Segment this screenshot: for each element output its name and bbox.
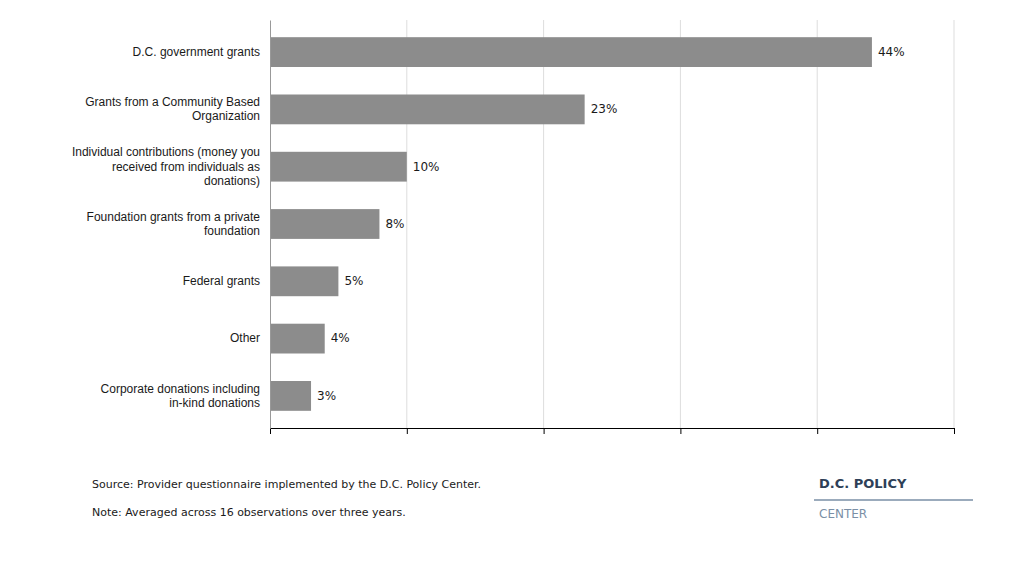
bars	[270, 37, 872, 411]
grid-line	[817, 20, 818, 428]
y-tick-label: Corporate donations includingin-kind don…	[101, 382, 260, 410]
y-tick-label: Individual contributions (money yourecei…	[72, 145, 260, 188]
bar	[270, 152, 407, 182]
x-tick-mark	[407, 428, 408, 434]
data-label: 23%	[591, 102, 618, 116]
data-label: 10%	[413, 160, 440, 174]
x-tick	[407, 428, 408, 434]
bar	[270, 266, 338, 296]
bar	[270, 37, 872, 67]
annotations: Source: Provider questionnaire implement…	[92, 476, 973, 521]
annotation: D.C. POLICY	[819, 476, 907, 491]
y-tick-label: Federal grants	[183, 274, 260, 288]
x-axis-line	[271, 429, 955, 435]
y-tick: Individual contributions (money yourecei…	[72, 145, 270, 188]
data-label: 5%	[344, 274, 363, 288]
grid	[407, 20, 954, 428]
x-axis	[271, 428, 955, 434]
annotation: Note: Averaged across 16 observations ov…	[92, 506, 406, 519]
y-tick: Federal grants	[183, 274, 270, 288]
x-tick	[954, 428, 955, 434]
y-axis: Corporate donations includingin-kind don…	[72, 21, 271, 429]
x-tick	[680, 428, 681, 434]
grid-line	[680, 20, 681, 428]
bar	[270, 94, 585, 124]
chart: Corporate donations includingin-kind don…	[0, 0, 1024, 563]
y-tick: Foundation grants from a privatefoundati…	[87, 210, 270, 238]
annotation: Source: Provider questionnaire implement…	[92, 478, 481, 491]
logo-rule	[814, 499, 973, 501]
grid-line	[406, 20, 407, 428]
data-label: 4%	[331, 331, 350, 345]
y-tick: Grants from a Community BasedOrganizatio…	[85, 95, 270, 123]
data-label: 44%	[878, 45, 905, 59]
y-tick-label: Grants from a Community BasedOrganizatio…	[85, 95, 260, 123]
annotation: CENTER	[819, 507, 867, 521]
x-tick	[544, 428, 545, 434]
bar	[270, 209, 379, 239]
y-axis-line	[270, 21, 271, 429]
bar	[270, 381, 311, 411]
grid-line	[543, 20, 544, 428]
data-label: 3%	[317, 389, 336, 403]
x-tick	[817, 428, 818, 434]
y-tick: Corporate donations includingin-kind don…	[101, 382, 270, 410]
x-tick-mark	[544, 428, 545, 434]
y-tick-label: Other	[230, 331, 260, 345]
bar	[270, 324, 325, 354]
y-tick: D.C. government grants	[133, 45, 270, 59]
grid-line	[954, 20, 955, 428]
y-tick-label: D.C. government grants	[133, 45, 260, 59]
y-tick: Other	[230, 331, 270, 345]
x-tick-mark	[680, 428, 681, 434]
y-tick-label: Foundation grants from a privatefoundati…	[87, 210, 261, 238]
x-tick-mark	[817, 428, 818, 434]
plot: Corporate donations includingin-kind don…	[72, 20, 955, 434]
x-tick-mark	[954, 428, 955, 434]
data-labels: 3% 4% 5% 8% 10% 23% 44%	[317, 45, 905, 403]
data-label: 8%	[385, 217, 404, 231]
